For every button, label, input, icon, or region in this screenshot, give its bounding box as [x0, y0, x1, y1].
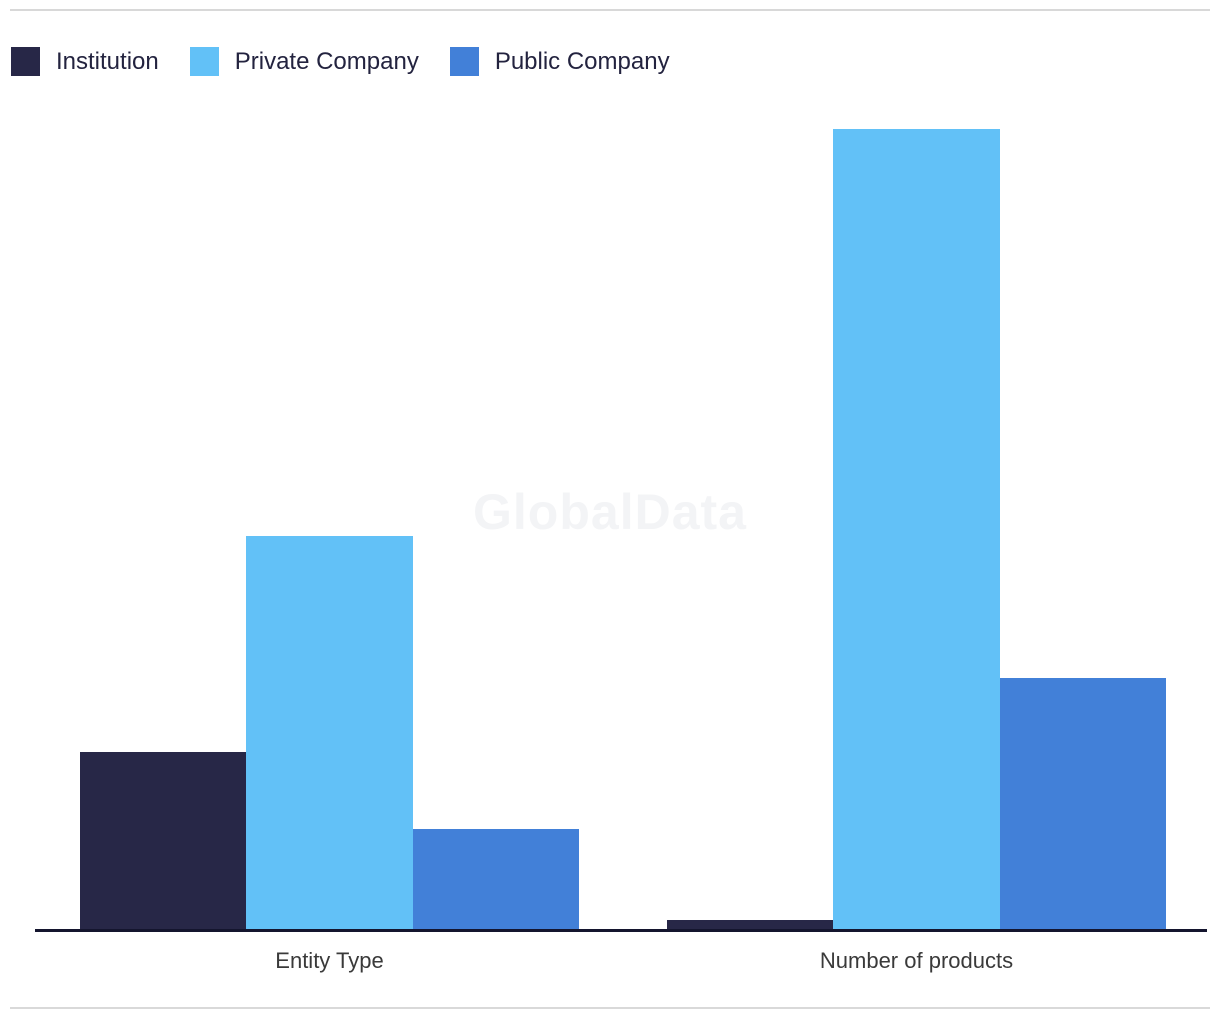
category-label-number-of-products: Number of products [819, 948, 1014, 973]
bar-group-number-of-products [667, 129, 1166, 929]
legend-swatch-institution-icon [11, 47, 40, 76]
bar-institution-number-of-products [667, 920, 834, 929]
bar-public-company-number-of-products [999, 678, 1166, 929]
legend-item-institution[interactable]: Institution [11, 47, 159, 76]
legend-label-institution: Institution [56, 48, 159, 75]
bar-institution-entity-type [80, 752, 247, 929]
legend-swatch-public-company-icon [449, 47, 479, 76]
top-divider-line [10, 9, 1210, 11]
legend-label-public-company: Public Company [494, 48, 670, 75]
legend-item-private-company[interactable]: Private Company [189, 47, 419, 76]
bar-group-entity-type [80, 129, 579, 929]
chart-legend: Institution Private Company Public Compa… [11, 47, 670, 76]
bottom-divider-line [10, 1007, 1210, 1009]
legend-swatch-private-company-icon [189, 47, 219, 76]
category-label-entity-type: Entity Type [275, 948, 384, 973]
bar-public-company-entity-type [412, 829, 579, 929]
bar-chart-plot-area [35, 129, 1207, 932]
bar-private-company-number-of-products [833, 129, 1000, 929]
legend-item-public-company[interactable]: Public Company [449, 47, 670, 76]
legend-label-private-company: Private Company [234, 48, 419, 75]
bar-private-company-entity-type [246, 536, 413, 929]
x-axis-line [35, 929, 1207, 932]
